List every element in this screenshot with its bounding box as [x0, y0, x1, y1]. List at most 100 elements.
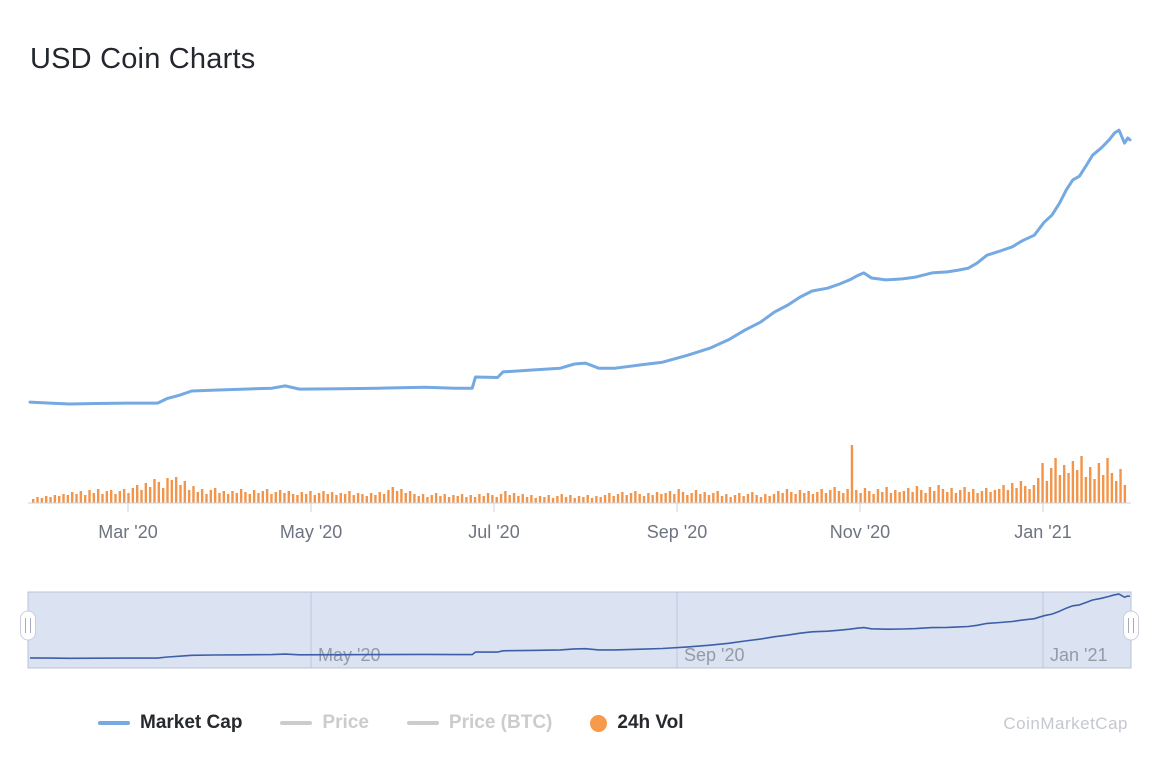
volume-bar[interactable]	[317, 493, 321, 503]
volume-bar[interactable]	[478, 494, 481, 503]
volume-bar[interactable]	[716, 491, 719, 503]
volume-bar[interactable]	[582, 497, 585, 503]
volume-bar[interactable]	[967, 492, 971, 503]
volume-bar[interactable]	[174, 477, 178, 503]
volume-bar[interactable]	[517, 496, 520, 503]
volume-bar[interactable]	[1084, 477, 1088, 503]
volume-bar[interactable]	[881, 492, 884, 503]
volume-bar[interactable]	[1032, 485, 1036, 503]
volume-bar[interactable]	[118, 491, 122, 503]
volume-bar[interactable]	[686, 495, 689, 503]
volume-bar[interactable]	[950, 488, 953, 503]
volume-bar[interactable]	[538, 496, 542, 503]
volume-bar[interactable]	[603, 495, 607, 503]
volume-bar[interactable]	[885, 487, 888, 503]
volume-bar[interactable]	[1115, 481, 1118, 503]
volume-bar[interactable]	[573, 498, 576, 503]
volume-bar[interactable]	[391, 487, 394, 503]
volume-bar[interactable]	[738, 493, 741, 503]
volume-bar[interactable]	[404, 493, 407, 503]
volume-bar[interactable]	[300, 492, 303, 503]
navigator-selected-area[interactable]	[27, 591, 1132, 669]
navigator-right-handle[interactable]	[1123, 610, 1139, 641]
volume-bar[interactable]	[374, 495, 377, 503]
volume-bar[interactable]	[1097, 463, 1101, 503]
volume-bar[interactable]	[928, 487, 932, 503]
volume-bar[interactable]	[53, 495, 57, 503]
volume-bar[interactable]	[209, 490, 213, 503]
volume-bar[interactable]	[755, 495, 758, 503]
volume-bar[interactable]	[395, 491, 399, 503]
volume-bar[interactable]	[985, 488, 988, 503]
volume-bar[interactable]	[798, 490, 802, 503]
volume-bar[interactable]	[872, 494, 875, 503]
volume-bar[interactable]	[447, 497, 451, 503]
volume-bar[interactable]	[959, 490, 962, 503]
volume-bar[interactable]	[807, 491, 810, 503]
volume-bar[interactable]	[101, 494, 104, 503]
volume-bar[interactable]	[1071, 461, 1075, 503]
volume-bar[interactable]	[850, 445, 854, 503]
volume-bar[interactable]	[816, 492, 819, 503]
volume-bar[interactable]	[707, 495, 711, 503]
volume-bar[interactable]	[989, 492, 992, 503]
volume-bar[interactable]	[1089, 467, 1092, 503]
volume-bar[interactable]	[157, 482, 161, 503]
volume-bar[interactable]	[855, 490, 858, 503]
volume-bar[interactable]	[1041, 463, 1044, 503]
volume-bar[interactable]	[1015, 488, 1018, 503]
volume-bar[interactable]	[1028, 489, 1031, 503]
volume-bar[interactable]	[993, 490, 997, 503]
volume-bar[interactable]	[972, 489, 975, 503]
volume-bar[interactable]	[235, 493, 238, 503]
volume-bar[interactable]	[153, 479, 156, 503]
volume-bar[interactable]	[127, 493, 130, 503]
volume-bar[interactable]	[543, 497, 546, 503]
legend-item-market-cap[interactable]: Market Cap	[98, 712, 242, 734]
volume-bar[interactable]	[833, 487, 836, 503]
volume-bar[interactable]	[1080, 456, 1083, 503]
volume-bar[interactable]	[859, 493, 862, 503]
volume-bar[interactable]	[166, 478, 169, 503]
volume-bar[interactable]	[213, 488, 217, 503]
volume-bar[interactable]	[122, 489, 126, 503]
volume-bar[interactable]	[369, 493, 373, 503]
volume-bar[interactable]	[733, 495, 737, 503]
volume-bar[interactable]	[1067, 473, 1070, 503]
volume-bar[interactable]	[114, 494, 117, 503]
volume-bar[interactable]	[976, 493, 979, 503]
volume-bar[interactable]	[413, 494, 416, 503]
volume-bar[interactable]	[933, 491, 936, 503]
volume-bar[interactable]	[1054, 458, 1057, 503]
volume-bar[interactable]	[824, 493, 828, 503]
volume-bar[interactable]	[40, 498, 44, 503]
volume-bar[interactable]	[634, 491, 637, 503]
volume-bar[interactable]	[1119, 469, 1122, 503]
volume-bar[interactable]	[291, 494, 295, 503]
volume-bar[interactable]	[83, 495, 87, 503]
volume-bar[interactable]	[586, 495, 589, 503]
volume-bar[interactable]	[205, 494, 208, 503]
volume-bar[interactable]	[452, 495, 455, 503]
volume-bar[interactable]	[75, 494, 78, 503]
volume-bar[interactable]	[651, 495, 654, 503]
volume-bar[interactable]	[144, 483, 148, 503]
volume-bar[interactable]	[278, 490, 282, 503]
volume-bar[interactable]	[330, 492, 334, 503]
volume-bar[interactable]	[92, 493, 96, 503]
volume-bar[interactable]	[304, 494, 308, 503]
legend-item-price[interactable]: Price	[280, 712, 369, 734]
volume-bar[interactable]	[495, 497, 498, 503]
volume-bar[interactable]	[491, 495, 494, 503]
volume-bar[interactable]	[911, 492, 914, 503]
volume-bar[interactable]	[868, 491, 871, 503]
volume-bar[interactable]	[655, 492, 659, 503]
volume-bar[interactable]	[218, 493, 221, 503]
volume-bar[interactable]	[443, 494, 446, 503]
volume-bar[interactable]	[1050, 468, 1053, 503]
volume-bar[interactable]	[408, 491, 412, 503]
volume-bar[interactable]	[1063, 465, 1066, 503]
volume-bar[interactable]	[326, 494, 329, 503]
volume-bar[interactable]	[196, 492, 200, 503]
volume-bar[interactable]	[946, 492, 949, 503]
